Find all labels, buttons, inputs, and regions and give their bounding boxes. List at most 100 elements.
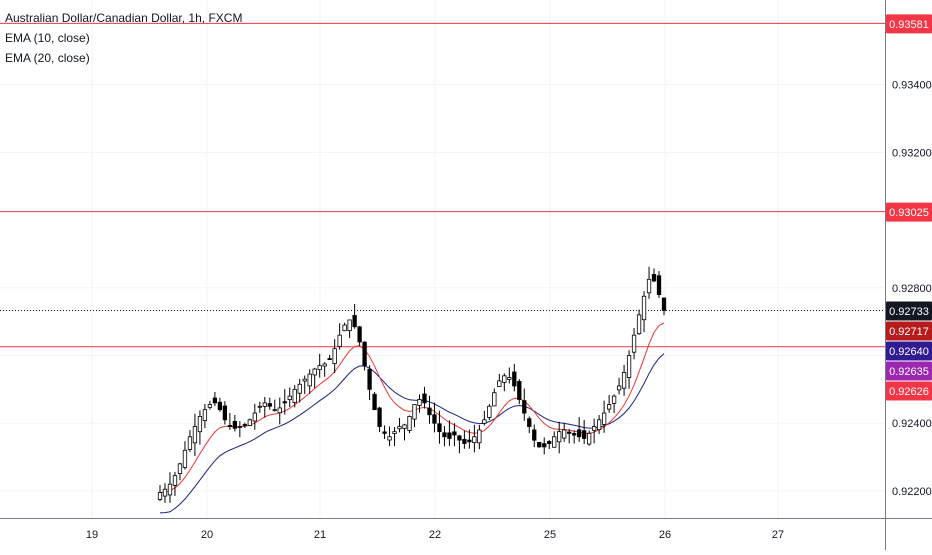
candle-body (626, 355, 632, 378)
grid-layer (0, 0, 885, 518)
x-tick-label: 21 (314, 529, 326, 541)
candle-body (377, 407, 382, 427)
candle-body (537, 442, 542, 448)
candle-body (646, 278, 652, 294)
y-tick-label: 0.92200 (892, 486, 932, 498)
candle-body (307, 373, 312, 387)
candle-body (402, 424, 407, 429)
candle-body (397, 426, 402, 430)
candle-body (177, 463, 183, 474)
candle-body (392, 431, 397, 434)
price-tag (886, 341, 932, 361)
candle-body (477, 429, 482, 444)
candle-body (621, 372, 627, 389)
candle-body (502, 375, 507, 383)
candle-body (267, 403, 272, 407)
candle-body (567, 431, 572, 434)
candle-body (587, 432, 592, 445)
candle-body (197, 416, 203, 433)
candle-body (596, 419, 602, 431)
candle-body (262, 402, 267, 407)
x-tick-label: 20 (201, 529, 213, 541)
candle-body (207, 404, 213, 408)
candle-body (167, 483, 173, 496)
candle-body (232, 420, 237, 429)
candle-body (187, 436, 193, 450)
candle-body (432, 414, 437, 424)
candle-body (542, 443, 547, 448)
candle-body (352, 315, 357, 328)
price-tag-text: 0.92717 (889, 326, 929, 338)
candle-body (457, 435, 462, 441)
candle-body (347, 319, 352, 332)
ema-20-line (159, 353, 665, 514)
candles (157, 266, 667, 503)
price-tag-text: 0.92626 (889, 386, 929, 398)
candle-body (517, 381, 522, 400)
candle-body (382, 431, 387, 434)
candle-body (641, 295, 647, 321)
candle-body (342, 324, 347, 332)
candle-body (302, 378, 307, 382)
candle-body (572, 433, 577, 436)
ema-10-line (159, 322, 665, 494)
candle-body (482, 419, 487, 424)
candle-body (297, 383, 302, 394)
candle-body (317, 365, 322, 371)
candle-body (252, 412, 257, 422)
candle-body (312, 368, 317, 376)
candle-body (606, 404, 612, 410)
candle-body (417, 399, 422, 406)
candle-body (522, 400, 527, 414)
price-tag-text: 0.93025 (889, 207, 929, 219)
y-tick-label: 0.93400 (892, 80, 932, 92)
candle-body (422, 393, 427, 404)
candle-body (616, 385, 622, 391)
candle-body (322, 363, 327, 367)
price-tag (886, 381, 932, 401)
candle-body (437, 423, 442, 433)
candle-body (636, 314, 642, 335)
candle-body (487, 405, 492, 418)
candle-body (217, 401, 223, 411)
y-tick-label: 0.93200 (892, 147, 932, 159)
candle-body (212, 397, 218, 404)
price-tag-text: 0.92635 (889, 366, 929, 378)
candle-body (372, 393, 377, 411)
candle-body (492, 392, 497, 407)
candle-body (287, 395, 292, 400)
candle-body (631, 334, 637, 353)
candle-body (651, 273, 657, 282)
candle-body (472, 436, 477, 443)
candle-body (367, 368, 372, 390)
x-tick-label: 25 (544, 529, 556, 541)
candle-body (337, 334, 342, 347)
candle-body (242, 424, 247, 426)
candle-body (272, 409, 277, 412)
price-tag (886, 14, 932, 34)
candle-body (582, 430, 587, 439)
x-tick-label: 19 (86, 529, 98, 541)
y-tick-label: 0.92800 (892, 283, 932, 295)
y-tick-label: 0.92400 (892, 418, 932, 430)
candle-body (462, 438, 467, 444)
candle-body (247, 419, 252, 426)
candle-body (467, 439, 472, 443)
x-tick-label: 27 (772, 529, 784, 541)
price-tag-text: 0.92640 (889, 346, 929, 358)
x-tick-label: 26 (659, 529, 671, 541)
price-tag (886, 301, 932, 321)
ema-20-path (159, 353, 665, 514)
candle-body (362, 341, 367, 367)
price-tag-text: 0.93581 (889, 19, 929, 31)
ema-10-path (159, 322, 665, 494)
candle-body (427, 407, 432, 416)
candle-body (532, 429, 537, 441)
price-tag (886, 361, 932, 381)
candle-body (257, 405, 262, 408)
candle-body (192, 426, 198, 444)
candle-body (557, 431, 562, 443)
